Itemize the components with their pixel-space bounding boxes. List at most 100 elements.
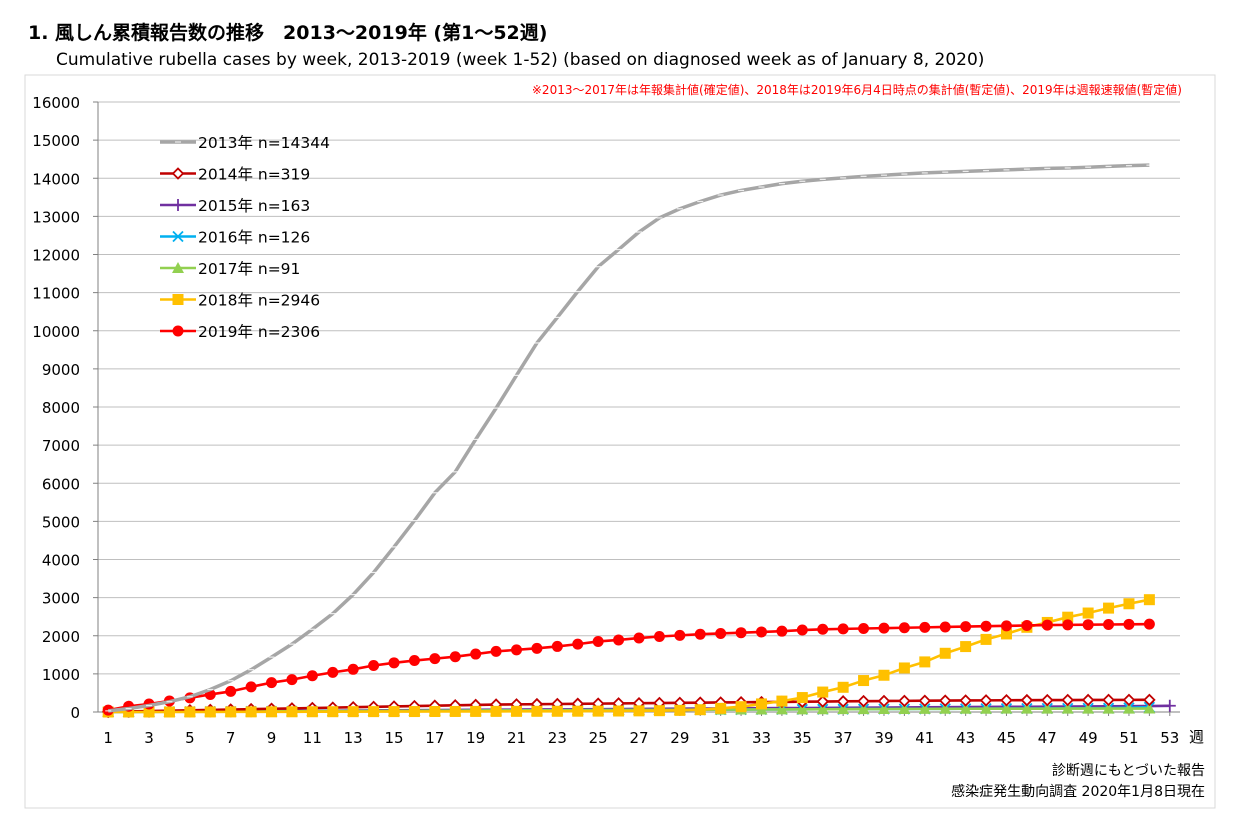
data-point [551,705,563,717]
data-point [959,694,972,707]
legend-label: 2015年 n=163 [198,197,310,215]
data-point [551,640,563,652]
data-point [408,706,420,718]
data-point [1122,693,1136,707]
data-point [694,628,706,640]
grid-lines [98,101,1180,675]
x-tick-label: 25 [589,729,608,747]
data-point [980,620,992,632]
data-point [918,702,931,714]
data-point [674,704,686,716]
series-lines [101,163,1176,719]
data-point [172,294,184,305]
data-point [347,663,359,675]
x-tick-label: 9 [267,729,277,747]
data-point [266,706,278,718]
data-point [817,686,829,698]
data-point [429,706,441,718]
axes [93,101,1180,716]
data-point [163,706,175,718]
x-tick-label: 47 [1038,729,1057,747]
data-point [755,698,767,710]
legend-item: 2014年 n=319 [160,166,310,184]
data-point [939,647,951,659]
data-point [171,167,185,180]
x-tick-label: 13 [344,729,363,747]
x-tick-label: 33 [752,729,771,747]
data-point [1123,598,1135,610]
data-point [858,623,870,635]
data-point [225,685,237,697]
data-point [1143,702,1156,714]
legend-label: 2016年 n=126 [198,229,310,247]
x-tick-label: 39 [874,729,893,747]
data-point [796,624,808,636]
data-point [1122,702,1135,714]
data-point [592,705,604,717]
data-point [306,706,318,718]
data-point [1041,693,1054,707]
x-tick-label: 1 [103,729,113,747]
y-tick-label: 10000 [32,323,80,341]
data-point [776,695,788,707]
data-point [592,635,604,647]
data-point [939,621,951,633]
page-title: 1. 風しん累積報告数の推移 2013～2019年 (第1～52週) [28,22,548,44]
data-point [1081,693,1095,707]
data-point [327,666,339,678]
data-point [368,706,380,718]
data-point [1103,619,1115,631]
data-point [878,622,890,634]
data-point [858,675,870,687]
x-tick-label: 31 [711,729,730,747]
data-point [776,625,788,637]
data-point [245,681,257,693]
data-point [898,622,910,634]
data-point [1000,620,1012,632]
data-point [184,706,196,718]
y-tick-label: 4000 [42,552,80,570]
data-point [225,706,237,718]
x-tick-label: 23 [548,729,567,747]
data-point [449,705,461,717]
x-tick-labels: 1 3 5 7 9 11 13 15 17 19 21 23 25 27 29 31 33 35 37 39 41 43 4… [103,729,1179,747]
x-tick-label: 45 [997,729,1016,747]
data-point [266,677,278,689]
data-point [939,702,952,714]
x-tick-label: 17 [425,729,444,747]
data-point [857,703,870,715]
data-source-note: ※2013～2017年は年報集計値(確定値)、2018年は2019年6月4日時点… [532,82,1182,97]
data-point [633,632,645,644]
series-line [108,598,1150,714]
y-tick-label: 3000 [42,590,80,608]
data-point [172,230,184,243]
footer-source: 感染症発生動向調査 2020年1月8日現在 [951,784,1205,800]
series-1 [105,163,1153,713]
data-point [306,670,318,682]
data-point [837,623,849,635]
data-point [919,656,931,668]
data-point [1082,702,1095,714]
data-point [959,702,972,714]
y-tick-label: 13000 [32,208,80,226]
legend-label: 2014年 n=319 [198,166,310,184]
data-point [979,694,993,707]
data-point [877,703,890,715]
data-point [143,706,155,718]
legend-label: 2013年 n=14344 [198,134,330,152]
data-point [511,705,523,717]
data-point [1020,693,1034,707]
series-6 [102,594,1155,718]
data-point [1000,693,1013,707]
data-point [368,659,380,671]
x-axis-label: 週 [1189,728,1204,746]
data-point [613,705,625,717]
x-tick-label: 27 [629,729,648,747]
data-point [1062,619,1074,631]
legend-item: 2017年 n=91 [160,260,300,278]
x-tick-label: 21 [507,729,526,747]
data-point [735,701,747,713]
data-point [755,626,767,638]
data-point [1000,702,1013,714]
